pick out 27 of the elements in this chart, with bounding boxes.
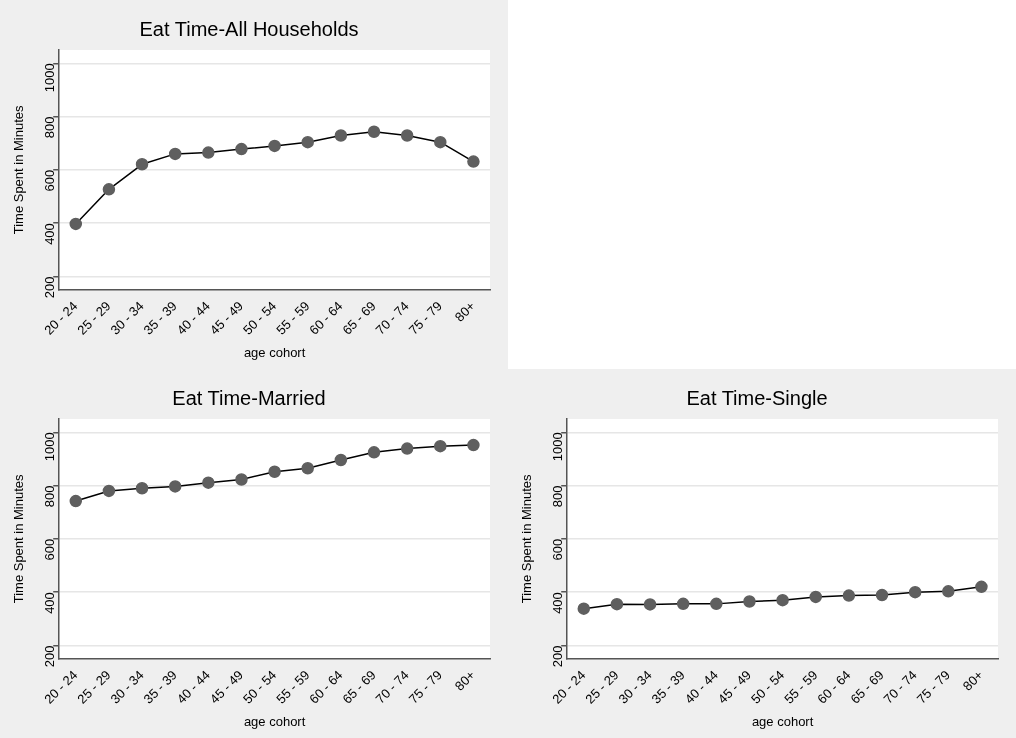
y-tick-label: 600 [41, 538, 57, 561]
x-tick-label: 80+ [451, 298, 479, 325]
y-tick-label: 400 [549, 592, 565, 614]
y-tick-label: 400 [41, 592, 57, 614]
x-axis-title: age cohort [243, 713, 306, 729]
y-tick-label: 1000 [41, 63, 57, 93]
x-axis-title: age cohort [243, 344, 306, 360]
x-tick-label: 80+ [959, 667, 987, 694]
chart-title: Eat Time-Single [686, 386, 828, 409]
y-tick-label: 400 [41, 223, 57, 245]
y-axis-title: Time Spent in Minutes [519, 473, 535, 604]
y-axis-title: Time Spent in Minutes [11, 473, 27, 604]
x-tick-label: 80+ [451, 667, 479, 694]
chart-title: Eat Time-Married [172, 386, 326, 409]
y-axis-title: Time Spent in Minutes [11, 104, 27, 235]
y-tick-label: 800 [549, 485, 565, 508]
y-tick-label: 600 [549, 538, 565, 561]
chart-title: Eat Time-All Households [139, 17, 359, 40]
y-tick-label: 1000 [41, 432, 57, 462]
y-tick-label: 800 [41, 116, 57, 139]
y-tick-label: 1000 [549, 432, 565, 462]
y-tick-label: 200 [41, 645, 57, 668]
y-tick-label: 800 [41, 485, 57, 508]
y-tick-label: 200 [41, 276, 57, 299]
x-axis-title: age cohort [751, 713, 814, 729]
y-tick-label: 600 [41, 169, 57, 192]
y-tick-label: 200 [549, 645, 565, 668]
